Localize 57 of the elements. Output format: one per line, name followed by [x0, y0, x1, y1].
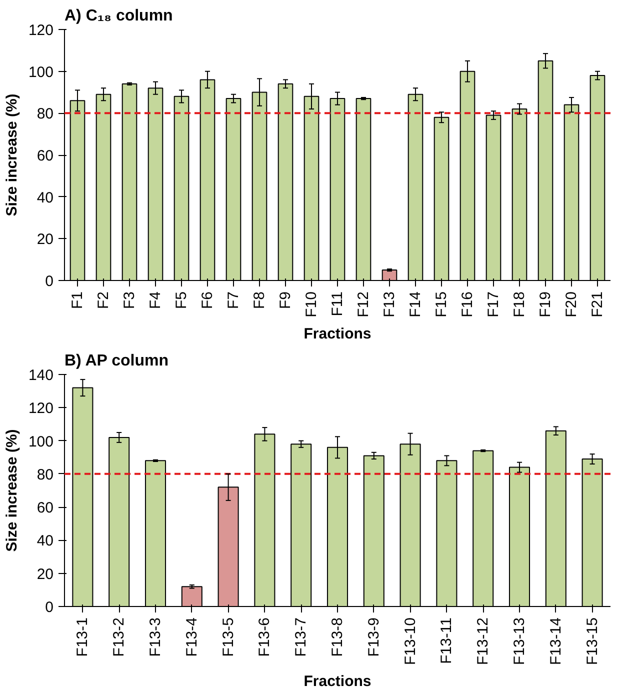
- x-tick-label: F11: [329, 292, 346, 316]
- x-tick-label: F9: [277, 291, 294, 310]
- y-tick-label: 0: [45, 273, 54, 290]
- x-tick-label: F14: [407, 291, 424, 318]
- x-tick-label: F13-9: [365, 617, 382, 657]
- x-axis-title: Fractions: [304, 325, 372, 342]
- y-tick-label: 100: [28, 433, 54, 450]
- y-tick-label: 0: [45, 599, 54, 616]
- x-tick-label: F19: [537, 291, 554, 318]
- y-tick-label: 120: [28, 22, 54, 39]
- x-tick-label: F12: [355, 291, 372, 318]
- y-tick-label: 40: [36, 189, 54, 206]
- y-tick-label: 80: [36, 106, 54, 123]
- x-tick-label: F13-10: [402, 617, 419, 666]
- y-tick-label: 60: [36, 148, 54, 164]
- y-tick-label: 120: [28, 400, 54, 418]
- x-tick-label: F13-13: [511, 617, 528, 666]
- x-tick-label: F20: [563, 291, 580, 318]
- x-tick-label: F7: [225, 291, 242, 310]
- x-tick-label: F13-5: [220, 617, 237, 657]
- x-tick-label: F5: [173, 291, 190, 310]
- y-tick-label: 40: [36, 532, 54, 550]
- y-tick-label: 60: [36, 500, 54, 517]
- y-axis-title: Size increase (%): [3, 429, 20, 552]
- chart-title: B) AP column: [64, 352, 169, 370]
- x-tick-label: F4: [147, 291, 164, 310]
- x-tick-label: F6: [199, 291, 216, 310]
- x-tick-label: F1: [69, 291, 86, 310]
- x-tick-label: F10: [303, 291, 320, 318]
- y-axis-title: Size increase (%): [3, 94, 20, 216]
- x-tick-label: F15: [433, 291, 450, 318]
- x-tick-label: F17: [485, 291, 502, 318]
- x-tick-label: F13-7: [292, 617, 310, 657]
- x-tick-label: F13-15: [584, 617, 601, 666]
- y-tick-label: 100: [28, 64, 54, 81]
- x-tick-label: F16: [459, 291, 476, 318]
- x-tick-label: F13-11: [438, 617, 456, 664]
- y-tick-label: 140: [28, 367, 54, 384]
- chart-title: A) C₁₈ column: [64, 8, 173, 24]
- x-tick-label: F13: [381, 291, 398, 318]
- x-tick-label: F13-2: [110, 617, 128, 657]
- x-tick-label: F13-6: [256, 617, 274, 657]
- x-tick-label: F13-14: [547, 617, 564, 666]
- x-tick-label: F13-1: [74, 617, 92, 657]
- y-tick-label: 20: [36, 231, 54, 248]
- y-tick-label: 80: [36, 466, 54, 484]
- x-tick-label: F8: [251, 291, 268, 310]
- x-tick-label: F3: [121, 291, 138, 310]
- x-tick-label: F18: [511, 291, 528, 318]
- x-tick-label: F13-8: [329, 617, 346, 657]
- x-axis-title: Fractions: [304, 673, 372, 690]
- x-tick-label: F21: [589, 291, 606, 318]
- x-tick-label: F13-4: [183, 617, 200, 657]
- x-tick-label: F13-12: [474, 617, 492, 666]
- x-tick-label: F13-3: [147, 617, 164, 657]
- y-tick-label: 20: [36, 566, 54, 583]
- x-tick-label: F2: [95, 291, 112, 310]
